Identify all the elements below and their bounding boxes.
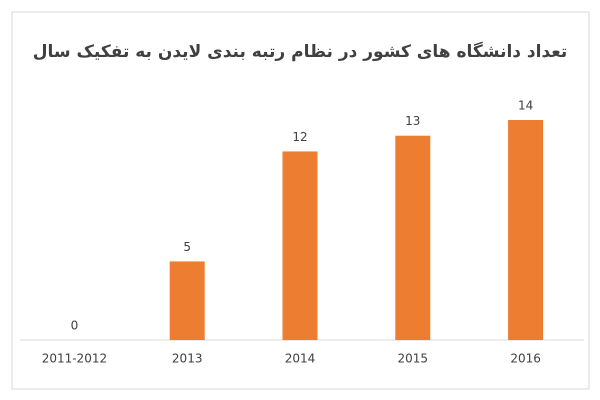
bar (508, 120, 544, 340)
data-label: 14 (518, 99, 533, 113)
data-label: 13 (405, 114, 420, 128)
data-label: 0 (71, 319, 79, 333)
x-tick-label: 2016 (510, 352, 541, 366)
chart-title: تعداد دانشگاه های کشور در نظام رتبه بندی… (33, 41, 568, 62)
data-label: 12 (292, 130, 307, 144)
bar (169, 261, 205, 340)
x-tick-label: 2014 (285, 352, 316, 366)
bar (282, 151, 318, 340)
x-tick-label: 2011-2012 (42, 352, 107, 366)
data-label: 5 (183, 240, 191, 254)
bar (395, 135, 431, 340)
x-tick-label: 2015 (398, 352, 429, 366)
x-tick-label: 2013 (172, 352, 203, 366)
